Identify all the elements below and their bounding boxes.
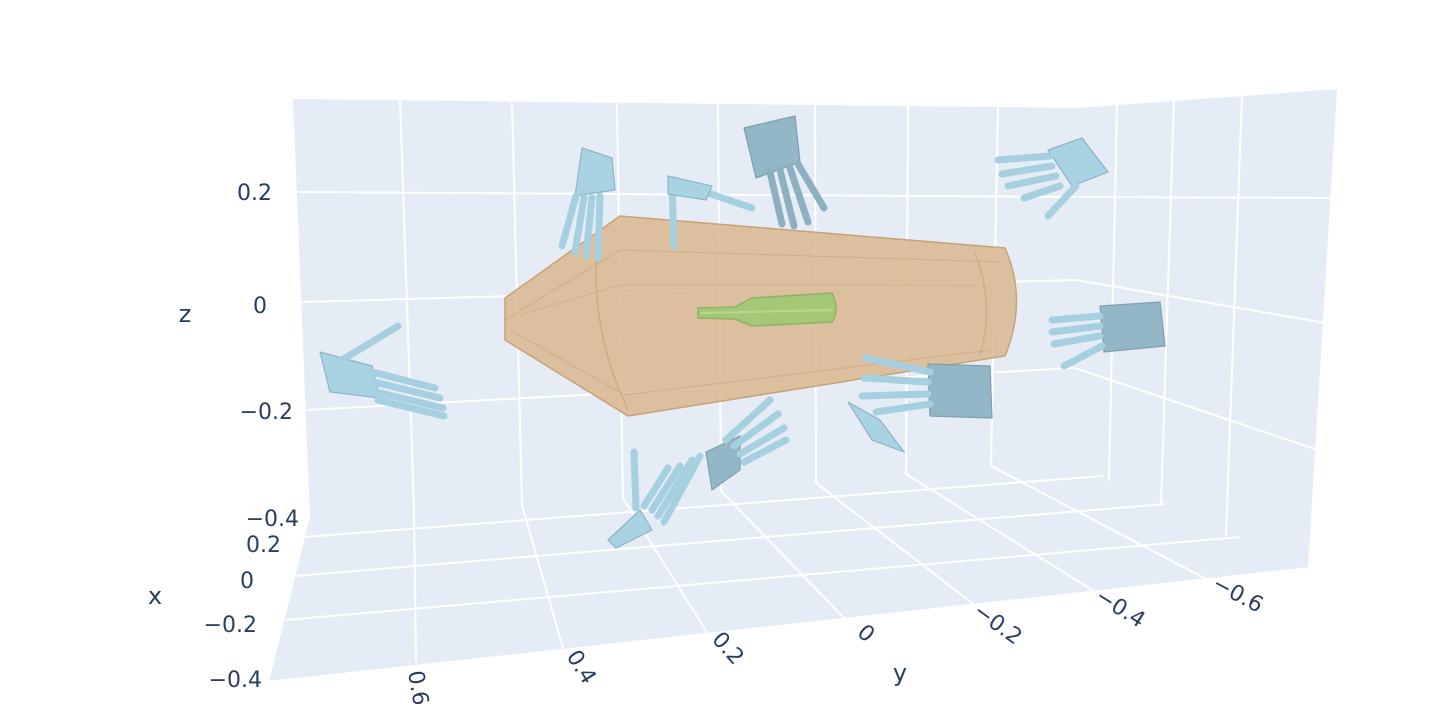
floor-plane	[268, 461, 1309, 682]
y-tick-1: 0.6	[402, 669, 433, 704]
x-tick-2: 0	[240, 569, 254, 594]
z-axis-title: z	[179, 300, 192, 328]
hand-meshes	[319, 115, 1166, 549]
z-tick-3: −0.2	[240, 400, 293, 425]
y-tick-4: 0	[852, 620, 879, 648]
y-tick-5: −0.2	[968, 599, 1026, 651]
object-mesh	[697, 292, 837, 327]
z-tick-2: 0	[253, 294, 267, 319]
x-axis-title: x	[148, 582, 162, 610]
x-tick-4: −0.4	[209, 668, 262, 693]
y-tick-7: −0.6	[1208, 571, 1267, 618]
y-axis-title: y	[893, 659, 907, 687]
y-tick-6: −0.4	[1091, 584, 1150, 634]
x-tick-3: −0.2	[204, 613, 257, 638]
z-tick-4: −0.4	[246, 507, 299, 532]
z-tick-1: 0.2	[237, 181, 272, 206]
y-tick-2: 0.4	[561, 646, 601, 689]
x-tick-1: 0.2	[246, 533, 281, 558]
